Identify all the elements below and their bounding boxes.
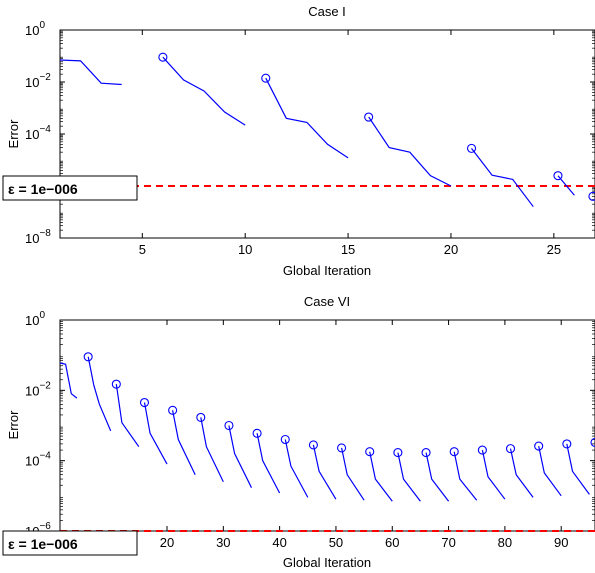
y-tick-label: 10−2 xyxy=(25,380,51,398)
y-tick-label: 10−4 xyxy=(25,451,51,469)
series-segment xyxy=(59,59,122,86)
series-segment xyxy=(453,451,478,501)
y-tick-label: 100 xyxy=(25,20,45,38)
restart-marker xyxy=(553,171,563,181)
series-segment xyxy=(509,448,534,498)
series-segment xyxy=(538,445,562,497)
x-axis-label: Global Iteration xyxy=(283,263,371,278)
restart-marker xyxy=(590,437,595,447)
restart-marker xyxy=(139,397,150,408)
restart-marker xyxy=(252,428,262,438)
restart-marker xyxy=(534,441,544,451)
y-axis-label: Error xyxy=(6,119,21,149)
series-segment xyxy=(115,384,140,448)
x-tick-label: 20 xyxy=(444,242,458,257)
series-segment xyxy=(143,402,168,465)
chart-case-i: Case I Global Iteration Error 5 10 15 20 25 1… xyxy=(2,4,595,278)
series-segment xyxy=(200,417,224,483)
series-segment xyxy=(162,56,246,126)
chart-title: Case VI xyxy=(304,294,350,309)
series-segment xyxy=(566,443,590,495)
x-tick-label: 30 xyxy=(216,535,230,550)
restart-marker xyxy=(224,420,234,431)
restart-marker xyxy=(111,379,121,389)
series-segment xyxy=(284,439,309,498)
y-tick-label: 10−2 xyxy=(25,72,51,90)
restart-marker xyxy=(261,73,271,83)
x-tick-label: 60 xyxy=(385,535,399,550)
epsilon-label: ε = 1e−006 xyxy=(8,181,78,197)
restart-marker xyxy=(337,443,347,453)
restart-marker xyxy=(477,445,487,455)
restart-marker xyxy=(466,143,477,153)
restart-marker xyxy=(449,447,459,457)
x-tick-label: 25 xyxy=(547,242,561,257)
restart-marker xyxy=(196,412,206,422)
x-tick-label: 15 xyxy=(341,242,355,257)
x-tick-label: 5 xyxy=(139,242,146,257)
restart-marker xyxy=(158,52,168,62)
restart-marker xyxy=(421,448,431,458)
y-tick-label: 10−8 xyxy=(25,228,51,246)
restart-marker xyxy=(365,447,375,457)
error-series xyxy=(59,52,595,208)
series-segment xyxy=(256,433,281,494)
series-segment xyxy=(369,451,393,502)
epsilon-label-box: ε = 1e−006 xyxy=(2,530,138,556)
chart-case-vi: Case VI Global Iteration Error 20 30 40 50 6… xyxy=(2,294,595,570)
series-segment xyxy=(172,410,196,475)
series-segment xyxy=(341,447,365,501)
plot-area xyxy=(59,319,595,532)
series-segment xyxy=(312,444,337,500)
restart-marker xyxy=(308,440,318,450)
series-segment xyxy=(471,148,534,208)
series-segment xyxy=(368,116,452,187)
restart-marker xyxy=(562,439,572,449)
series-segment xyxy=(265,77,349,159)
x-tick-label: 40 xyxy=(272,535,286,550)
series-segment xyxy=(87,356,112,432)
x-axis-label: Global Iteration xyxy=(283,555,371,570)
series-segment xyxy=(59,362,78,399)
restart-marker xyxy=(83,352,93,362)
chart-title: Case I xyxy=(308,4,346,19)
series-segment xyxy=(228,425,253,488)
epsilon-label-box: ε = 1e−006 xyxy=(2,175,138,201)
y-axis-label: Error xyxy=(6,410,21,440)
y-tick-label: 10−4 xyxy=(25,124,51,142)
error-series xyxy=(59,352,595,502)
restart-marker xyxy=(280,434,290,445)
restart-marker xyxy=(393,448,403,458)
epsilon-label: ε = 1e−006 xyxy=(8,536,78,552)
series-segment xyxy=(425,452,450,502)
x-tick-label: 50 xyxy=(329,535,343,550)
x-tick-label: 20 xyxy=(160,535,174,550)
plot-area xyxy=(59,29,595,239)
series-segment xyxy=(397,452,421,502)
restart-marker xyxy=(505,444,516,454)
x-tick-label: 80 xyxy=(498,535,512,550)
restart-marker xyxy=(168,405,178,415)
x-tick-label: 90 xyxy=(554,535,568,550)
y-tick-label: 100 xyxy=(25,310,45,328)
restart-marker xyxy=(588,191,595,201)
series-segment xyxy=(481,449,506,500)
x-tick-label: 10 xyxy=(238,242,252,257)
restart-marker xyxy=(364,112,374,122)
x-tick-label: 70 xyxy=(441,535,455,550)
